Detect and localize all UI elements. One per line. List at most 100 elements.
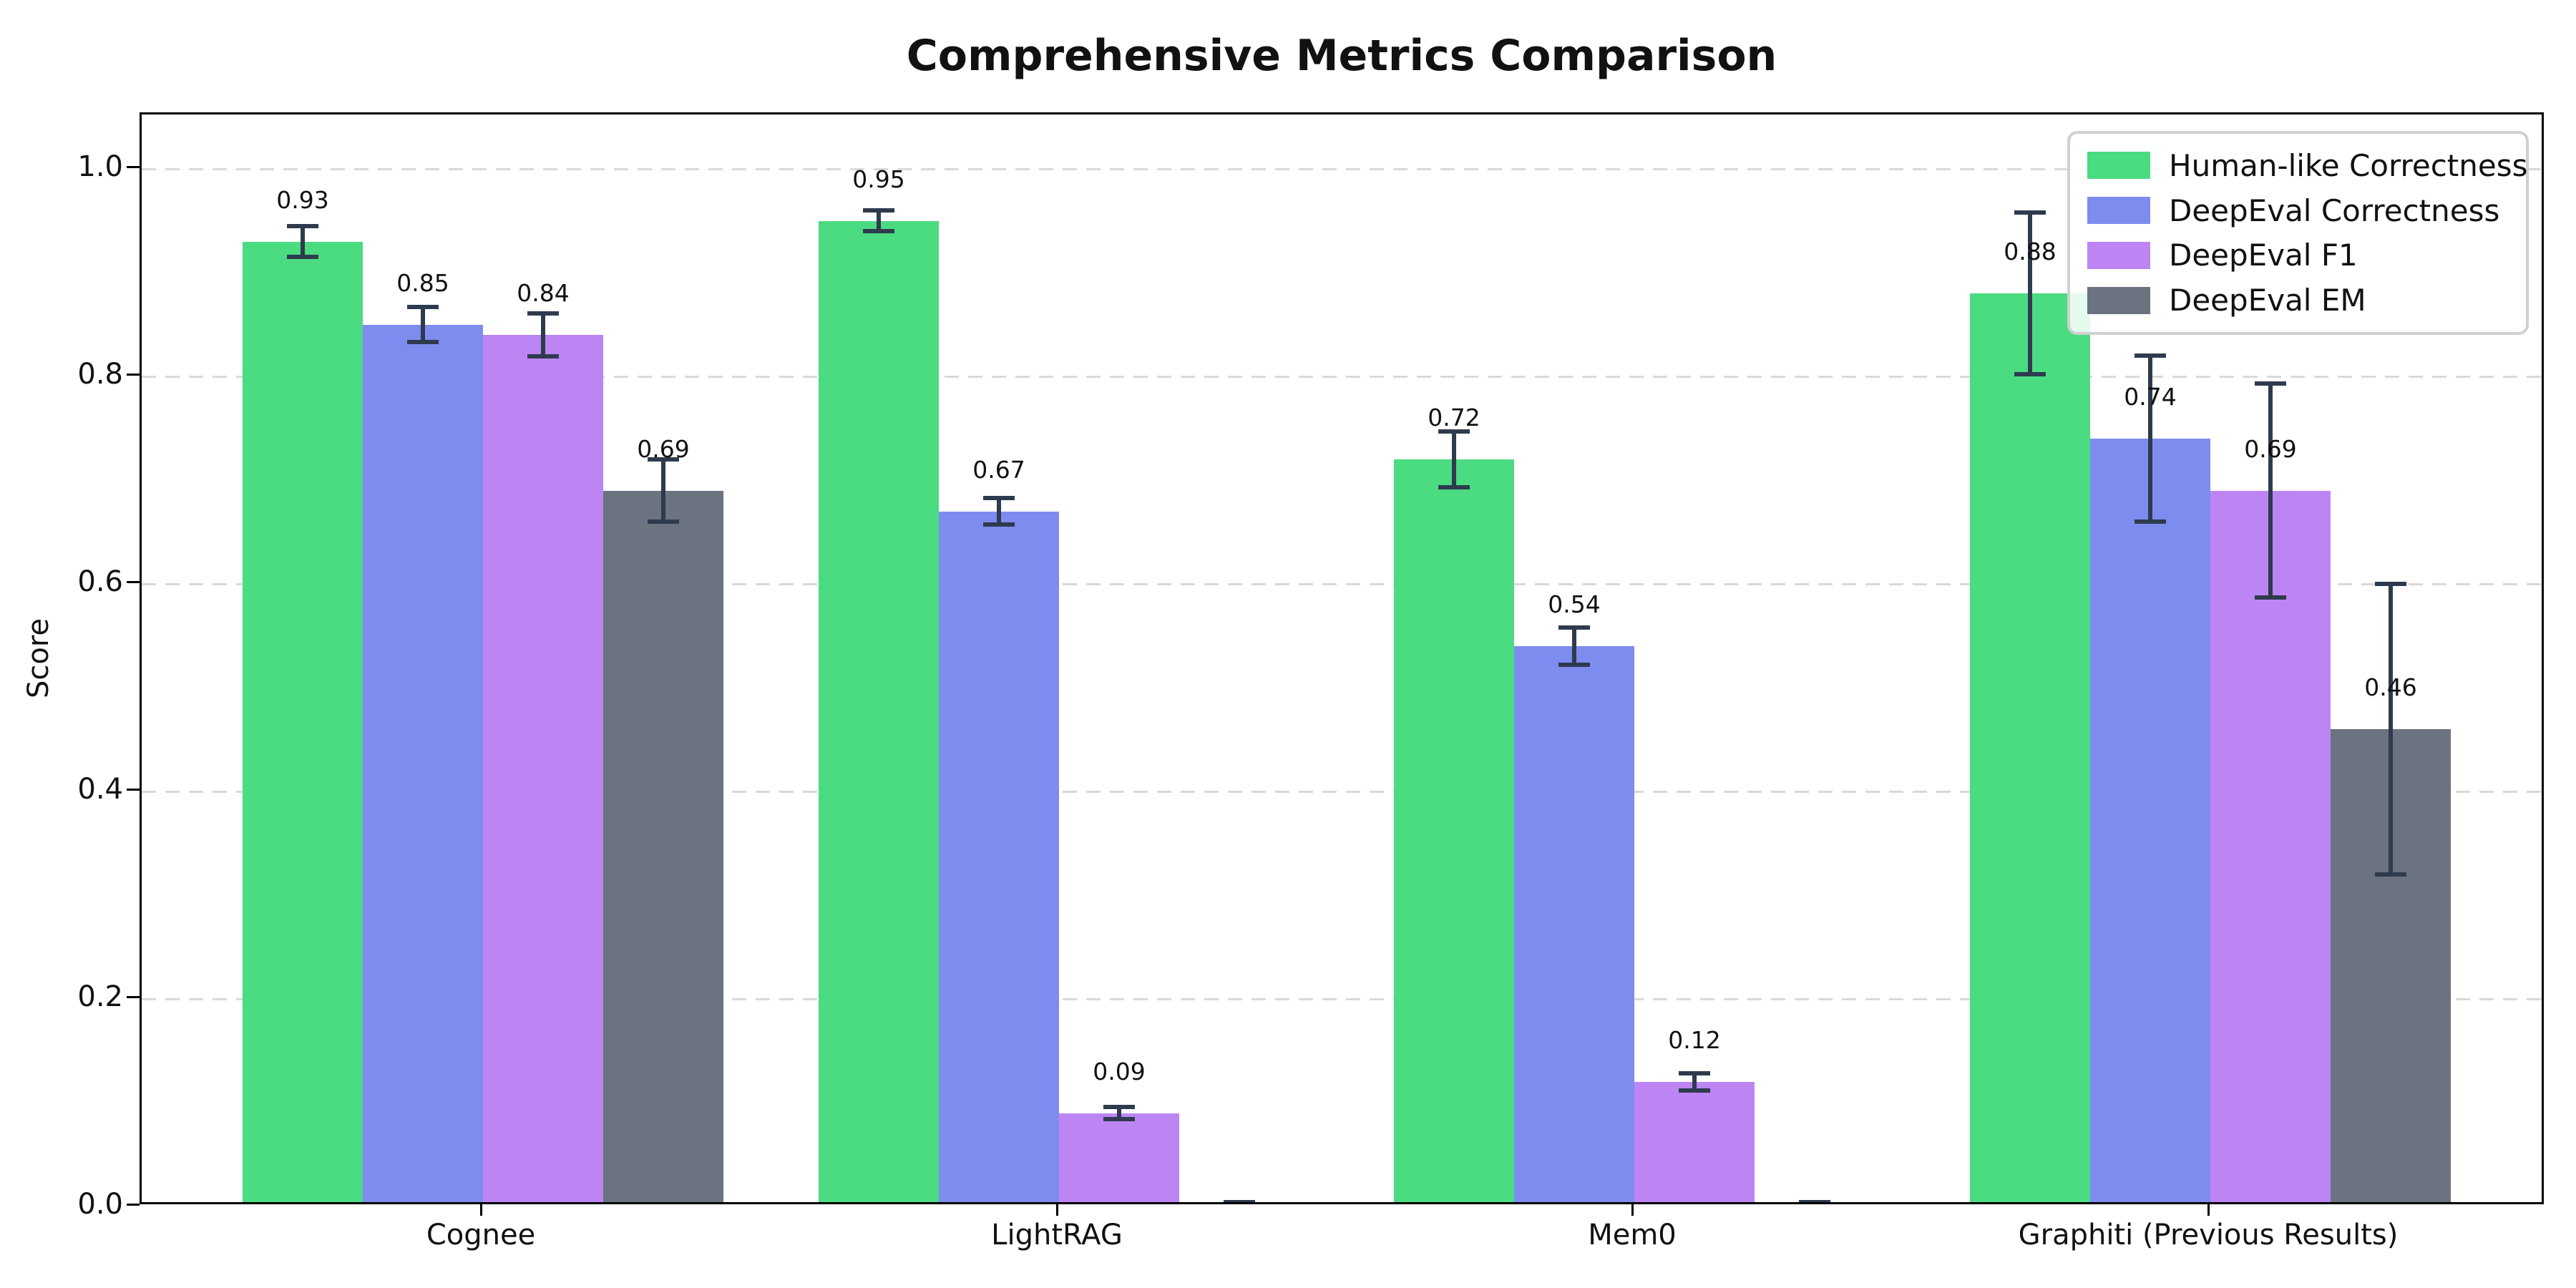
gridline <box>142 998 2542 1000</box>
legend-label: Human-like Correctness <box>2169 147 2528 183</box>
bar-value-label: 0.72 <box>1428 404 1480 431</box>
error-bar-cap <box>1679 1088 1710 1093</box>
error-bar <box>1692 1073 1697 1091</box>
error-bar-cap <box>1799 1200 1830 1202</box>
error-bar-cap <box>2255 381 2286 386</box>
gridline <box>142 376 2542 378</box>
bar-value-label: 0.12 <box>1668 1026 1721 1054</box>
error-bar <box>877 210 881 231</box>
gridline <box>142 583 2542 585</box>
x-tick-label: Mem0 <box>1588 1219 1677 1252</box>
y-tick-label: 0.6 <box>77 565 123 598</box>
bar-value-label: 0.46 <box>2364 673 2417 701</box>
bar-deepeval-f1-0 <box>483 335 603 1202</box>
error-bar <box>2268 384 2273 597</box>
legend-swatch <box>2087 152 2150 180</box>
y-tick-mark <box>127 995 140 998</box>
y-tick-mark <box>127 788 140 791</box>
bar-value-label: 0.93 <box>276 185 329 214</box>
legend-label: DeepEval EM <box>2169 283 2366 318</box>
x-tick-mark <box>1055 1204 1058 1216</box>
error-bar <box>1117 1106 1121 1120</box>
error-bar-cap <box>863 208 894 213</box>
error-bar-cap <box>648 519 679 524</box>
error-bar-cap <box>2014 210 2046 215</box>
bar-deepeval-correctness-0 <box>363 324 483 1202</box>
error-bar-cap <box>1103 1117 1135 1122</box>
error-bar-cap <box>1224 1200 1255 1202</box>
error-bar-cap <box>407 304 439 309</box>
legend-swatch <box>2087 241 2150 269</box>
error-bar-cap <box>1438 485 1470 490</box>
bar-value-label: 0.84 <box>517 279 570 307</box>
legend-item: DeepEval Correctness <box>2087 193 2509 228</box>
error-bar-cap <box>983 495 1015 500</box>
y-tick-mark <box>127 580 140 583</box>
error-bar <box>1237 1202 1241 1204</box>
bar-human-like-correctness-3 <box>1970 293 2090 1202</box>
error-bar-cap <box>1679 1071 1710 1076</box>
bar-value-label: 0.88 <box>2004 238 2057 265</box>
error-bar-cap <box>2255 595 2286 600</box>
error-bar-cap <box>2375 582 2406 586</box>
y-tick-label: 0.4 <box>77 773 123 806</box>
gridline <box>142 168 2542 170</box>
error-bar-cap <box>527 311 559 316</box>
bar-value-label: 0.69 <box>2244 434 2297 463</box>
bar-value-label: 0.95 <box>852 165 905 193</box>
error-bar-cap <box>1438 429 1470 434</box>
x-tick-label: Cognee <box>426 1219 536 1252</box>
legend-item: DeepEval F1 <box>2087 238 2509 273</box>
legend-label: DeepEval F1 <box>2169 238 2358 273</box>
x-tick-label: Graphiti (Previous Results) <box>2018 1219 2399 1252</box>
legend-item: DeepEval EM <box>2087 283 2509 318</box>
bar-human-like-correctness-0 <box>243 241 363 1202</box>
error-bar <box>997 497 1001 525</box>
bar-deepeval-correctness-2 <box>1514 646 1634 1202</box>
error-bar <box>421 306 425 343</box>
y-tick-label: 0.0 <box>77 1188 123 1221</box>
y-tick-label: 0.8 <box>77 358 123 391</box>
legend-item: Human-like Correctness <box>2087 148 2528 183</box>
bar-value-label: 0.74 <box>2124 383 2177 411</box>
error-bar-cap <box>2014 372 2046 377</box>
x-tick-label: LightRAG <box>991 1219 1123 1252</box>
error-bar <box>2389 584 2393 874</box>
x-tick-mark <box>479 1204 482 1216</box>
error-bar <box>541 313 545 357</box>
error-bar-cap <box>1558 625 1590 630</box>
y-tick-mark <box>127 1203 140 1206</box>
error-bar-cap <box>407 340 439 345</box>
error-bar-cap <box>2135 519 2166 524</box>
y-tick-mark <box>127 373 140 376</box>
x-tick-mark <box>2207 1204 2210 1216</box>
bar-value-label: 0.67 <box>972 455 1025 484</box>
chart-title: Comprehensive Metrics Comparison <box>906 31 1777 81</box>
error-bar <box>1813 1202 1817 1204</box>
bar-value-label: 0.09 <box>1093 1057 1146 1085</box>
error-bar-cap <box>863 229 894 233</box>
error-bar <box>1452 431 1456 488</box>
bar-deepeval-f1-1 <box>1059 1113 1179 1202</box>
bar-value-label: 0.69 <box>637 434 690 463</box>
y-tick-label: 1.0 <box>77 150 123 183</box>
bar-deepeval-f1-2 <box>1634 1082 1755 1202</box>
bar-deepeval-f1-3 <box>2210 490 2331 1202</box>
error-bar <box>661 459 665 522</box>
legend-swatch <box>2087 286 2150 314</box>
gridline <box>142 791 2542 793</box>
y-tick-mark <box>127 165 140 168</box>
legend: Human-like Correctness DeepEval Correctne… <box>2067 131 2529 335</box>
legend-label: DeepEval Correctness <box>2169 192 2500 228</box>
bar-deepeval-correctness-3 <box>2090 439 2210 1202</box>
error-bar <box>2028 212 2032 375</box>
bar-human-like-correctness-2 <box>1394 459 1514 1202</box>
error-bar-cap <box>1103 1104 1135 1109</box>
error-bar <box>301 225 305 258</box>
error-bar-cap <box>648 457 679 462</box>
error-bar-cap <box>2135 353 2166 358</box>
error-bar-cap <box>1558 663 1590 668</box>
bar-deepeval-correctness-1 <box>939 511 1059 1202</box>
error-bar-cap <box>2375 872 2406 877</box>
error-bar-cap <box>287 255 318 260</box>
